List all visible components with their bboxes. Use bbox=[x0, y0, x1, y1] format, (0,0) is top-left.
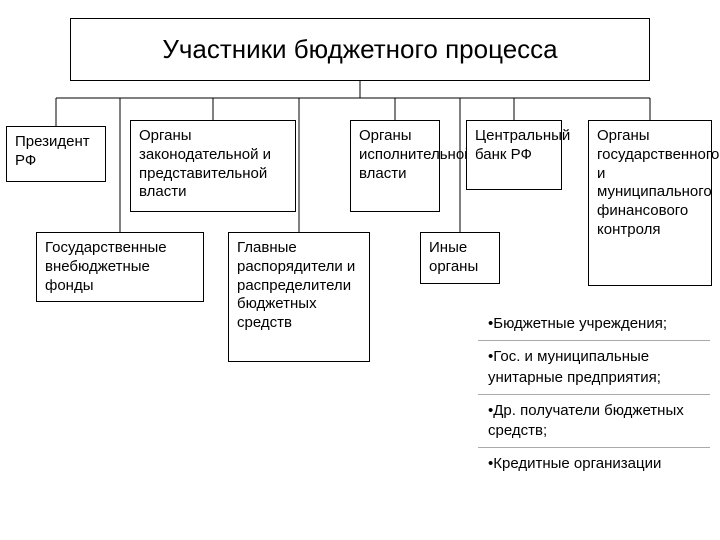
bullet-item: •Гос. и муниципальные унитарные предприя… bbox=[478, 341, 710, 395]
node-distributors: Главные распорядители и распределители б… bbox=[228, 232, 370, 362]
bullet-item: •Др. получатели бюджетных средств; bbox=[478, 395, 710, 449]
node-extrabudget-funds: Государственные внебюджетные фонды bbox=[36, 232, 204, 302]
node-legislative: Органы законодательной и представительно… bbox=[130, 120, 296, 212]
node-other-bodies: Иные органы bbox=[420, 232, 500, 284]
bullet-item: •Кредитные организации bbox=[478, 448, 710, 480]
title-box: Участники бюджетного процесса bbox=[70, 18, 650, 81]
node-president: Президент РФ bbox=[6, 126, 106, 182]
node-fin-control: Органы государственного и муниципального… bbox=[588, 120, 712, 286]
bullet-item: •Бюджетные учреждения; bbox=[478, 308, 710, 341]
bullets-list: •Бюджетные учреждения;•Гос. и муниципаль… bbox=[478, 308, 710, 481]
node-executive: Органы исполнительной власти bbox=[350, 120, 440, 212]
node-central-bank: Центральный банк РФ bbox=[466, 120, 562, 190]
